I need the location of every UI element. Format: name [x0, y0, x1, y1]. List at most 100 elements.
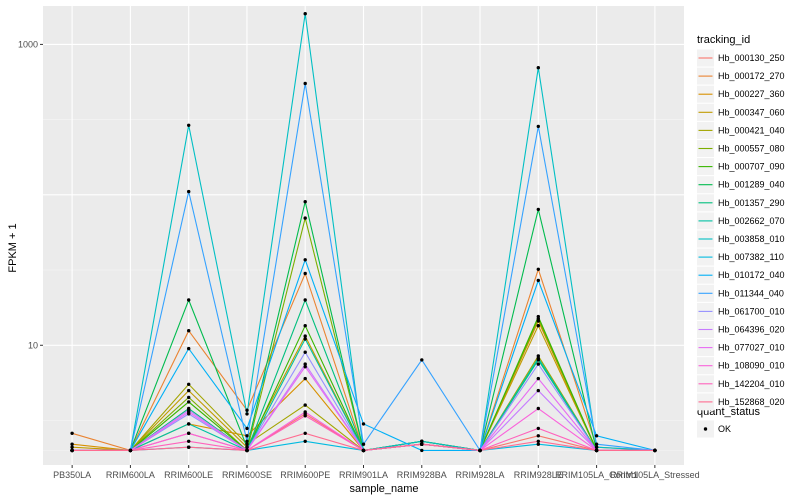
data-point: [187, 123, 191, 128]
data-point: [303, 350, 307, 354]
legend-item-Hb_001289_040: Hb_001289_040: [697, 176, 785, 194]
legend-item-Hb_002662_070: Hb_002662_070: [697, 212, 785, 230]
x-tick-label: RRIM105LA_Stressed: [610, 470, 700, 480]
data-point: [536, 442, 540, 446]
data-point: [187, 346, 191, 351]
legend-title: tracking_id: [697, 34, 750, 46]
data-point: [536, 362, 540, 366]
data-point: [128, 448, 133, 453]
x-tick-label: PB350LA: [53, 470, 91, 480]
data-point: [303, 200, 307, 204]
data-point: [303, 12, 307, 16]
data-point: [536, 66, 540, 70]
data-point: [303, 431, 307, 435]
data-point: [303, 403, 307, 407]
legend-label: Hb_152868_020: [718, 397, 785, 407]
shape-legend-item: OK: [697, 420, 731, 438]
shape-legend-label: OK: [718, 424, 731, 434]
data-point: [303, 376, 307, 381]
x-tick-label: RRIM600SE: [222, 470, 272, 480]
data-point: [594, 434, 599, 438]
x-tick-label: RRIM600LA: [106, 470, 155, 480]
data-point: [536, 376, 540, 381]
data-point: [536, 439, 540, 443]
data-point: [594, 445, 599, 449]
data-point: [187, 382, 191, 386]
data-point: [303, 410, 307, 414]
legend-label: Hb_010172_040: [718, 270, 785, 280]
data-point: [187, 388, 191, 393]
data-point: [478, 448, 482, 453]
legend-label: Hb_000347_060: [718, 107, 785, 117]
legend-label: Hb_077027_010: [718, 343, 785, 353]
data-point: [536, 406, 540, 411]
legend-item-Hb_064396_020: Hb_064396_020: [697, 321, 785, 338]
x-tick-label: RRIM901LA: [339, 470, 388, 480]
legend-label: Hb_000130_250: [718, 53, 785, 63]
y-tick-label: 1000: [18, 39, 38, 49]
plot-panel: [43, 6, 684, 465]
legend-label: Hb_001357_290: [718, 198, 785, 208]
legend-label: Hb_000172_270: [718, 71, 785, 81]
data-point: [303, 365, 307, 369]
legend-label: Hb_002662_070: [718, 216, 785, 226]
data-point: [245, 442, 249, 446]
shape-legend-point: [703, 427, 708, 431]
x-axis-title: sample_name: [349, 483, 418, 495]
legend-item-Hb_108090_010: Hb_108090_010: [697, 357, 785, 375]
data-points: [70, 12, 657, 453]
data-point: [536, 267, 540, 271]
x-tick-label: RRIM928BA: [397, 470, 447, 480]
data-point: [536, 278, 540, 283]
data-point: [187, 445, 191, 449]
y-tick-label: 10: [28, 340, 38, 350]
legend-item-Hb_000227_360: Hb_000227_360: [697, 85, 785, 103]
data-point: [245, 434, 249, 438]
data-point: [303, 81, 307, 86]
data-point: [187, 431, 191, 435]
data-point: [303, 258, 307, 262]
data-point: [303, 362, 307, 366]
data-point: [187, 410, 191, 414]
data-point: [420, 358, 424, 362]
data-point: [245, 426, 249, 431]
data-point: [361, 448, 366, 453]
legend-item-Hb_061700_010: Hb_061700_010: [697, 302, 785, 320]
legend-item-Hb_000421_040: Hb_000421_040: [697, 121, 785, 139]
data-point: [70, 431, 74, 435]
data-point: [536, 314, 540, 319]
legend: tracking_id quant_status Hb_000130_250Hb…: [697, 34, 785, 438]
x-tick-label: RRIM600LE: [164, 470, 213, 480]
data-point: [187, 395, 191, 400]
data-point: [653, 448, 657, 453]
data-point: [536, 356, 540, 360]
legend-label: Hb_142204_010: [718, 379, 785, 389]
legend-label: Hb_000707_090: [718, 162, 785, 172]
legend-item-Hb_000707_090: Hb_000707_090: [697, 158, 785, 176]
data-point: [536, 426, 540, 431]
legend-item-Hb_077027_010: Hb_077027_010: [697, 339, 785, 357]
legend-label: Hb_011344_040: [718, 288, 784, 298]
data-point: [303, 271, 307, 276]
data-point: [536, 434, 540, 438]
data-point: [70, 445, 74, 449]
legend-label: Hb_061700_010: [718, 306, 785, 316]
data-point: [420, 439, 424, 443]
legend-item-Hb_011344_040: Hb_011344_040: [697, 284, 784, 302]
data-point: [420, 448, 424, 453]
legend-label: Hb_000421_040: [718, 125, 785, 135]
data-point: [187, 329, 191, 333]
legend-item-Hb_000172_270: Hb_000172_270: [697, 67, 785, 85]
data-point: [361, 442, 366, 446]
legend-label: Hb_007382_110: [718, 252, 784, 262]
axes: 10 1000 PB350LA RRIM600LA RRIM600LE RRIM600SE…: [18, 39, 700, 480]
data-point: [536, 207, 540, 212]
data-point: [70, 448, 74, 453]
data-point: [361, 422, 366, 426]
data-point: [303, 414, 307, 418]
legend-label: Hb_003858_010: [718, 234, 785, 244]
data-point: [303, 337, 307, 341]
legend-item-Hb_000130_250: Hb_000130_250: [697, 49, 785, 67]
data-point: [187, 400, 191, 404]
